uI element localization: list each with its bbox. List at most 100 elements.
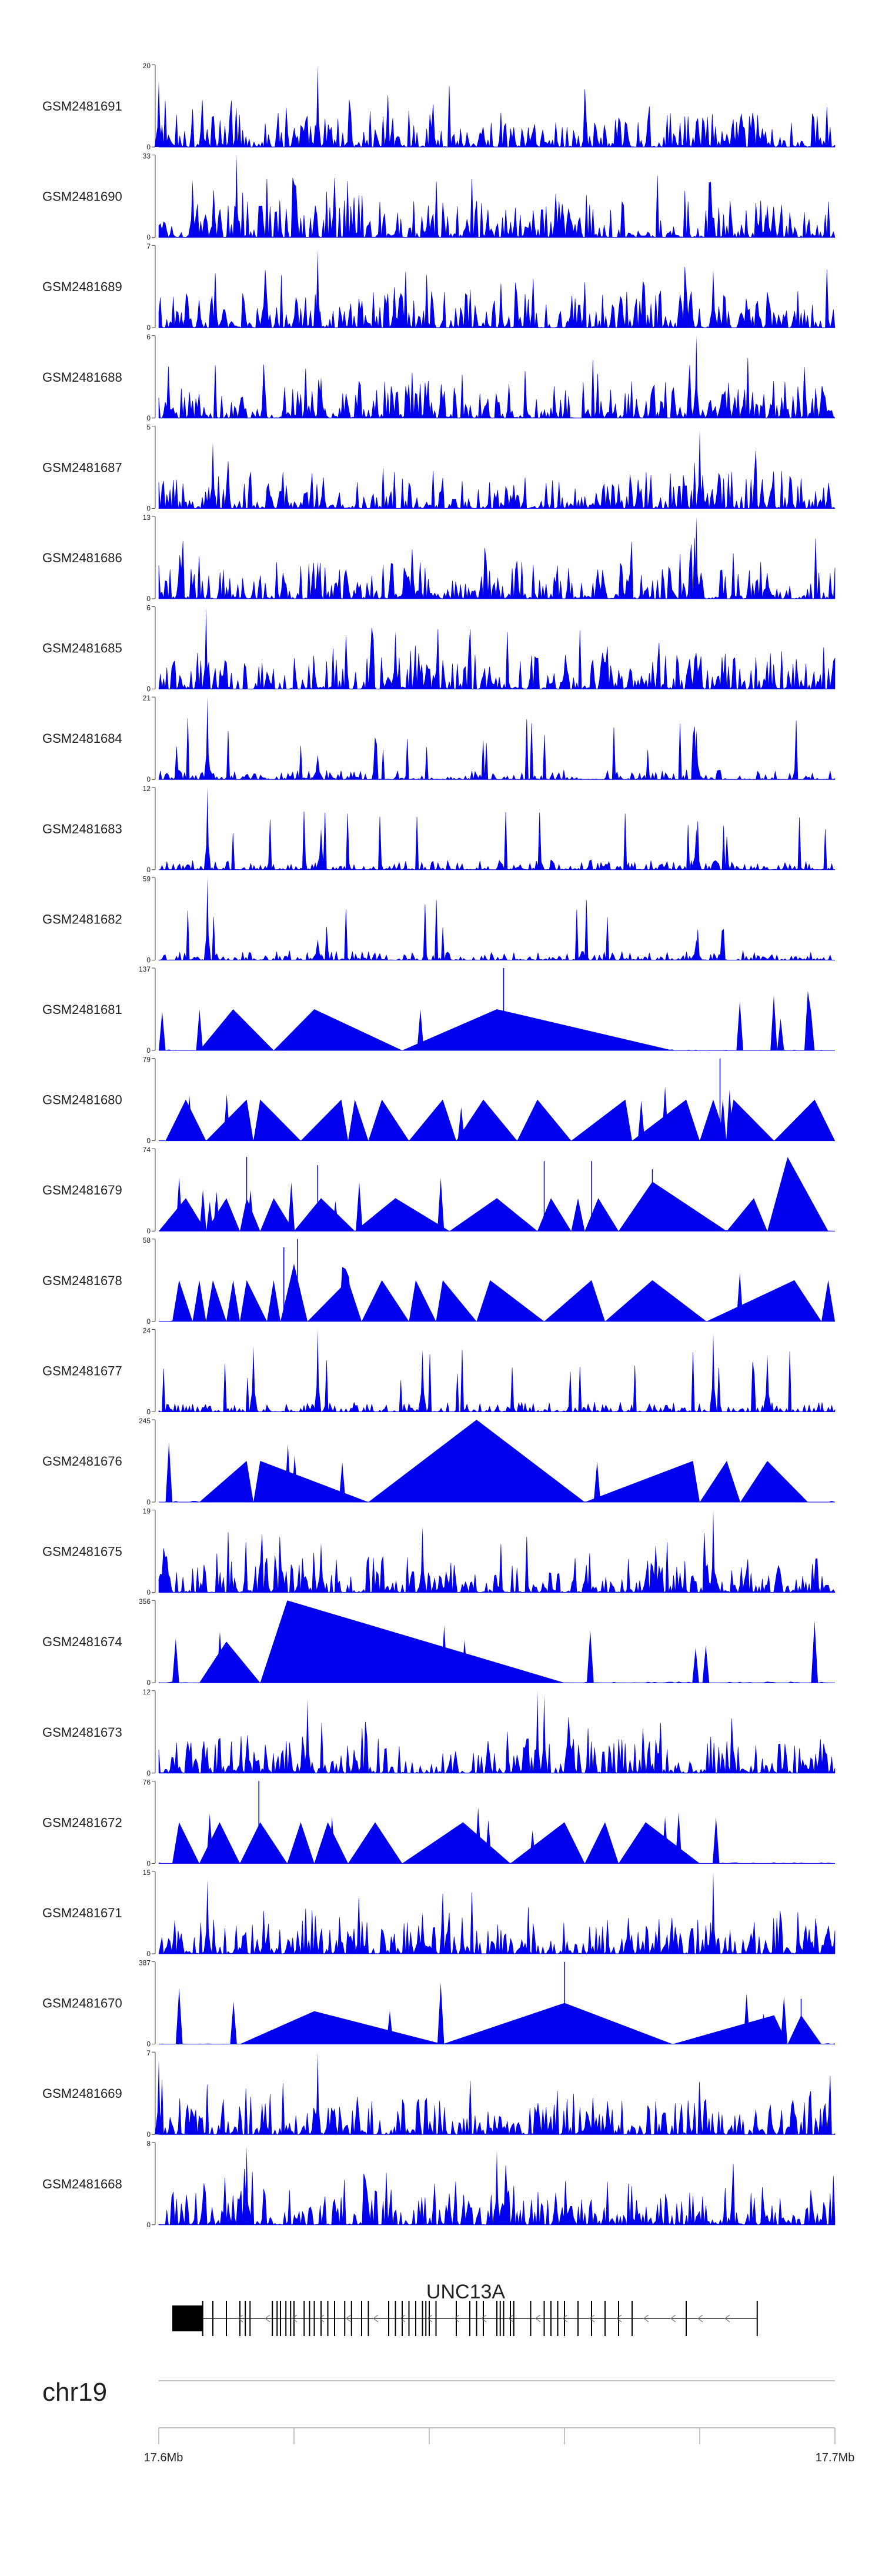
y-max-label: 74: [143, 1146, 151, 1154]
track-GSM2481668: GSM2481668 8 0: [42, 2140, 836, 2229]
strand-arrow-icon: [238, 2314, 243, 2323]
coverage-triangle: [287, 1822, 315, 1864]
gene-model: UNC13A: [172, 2281, 758, 2336]
y-max-label: 19: [143, 1507, 151, 1516]
y-max-label: 33: [143, 152, 151, 161]
track-GSM2481681: GSM2481681 137 0: [42, 965, 835, 1055]
strand-arrow-icon: [697, 2314, 703, 2323]
coverage-triangle: [673, 2015, 788, 2044]
coverage-peak: [540, 1694, 548, 1773]
y-min-label: 0: [146, 1227, 151, 1235]
coverage-peak: [203, 697, 211, 780]
y-max-label: 24: [143, 1326, 151, 1334]
y-min-label: 0: [146, 414, 151, 422]
y-min-label: 0: [146, 1769, 151, 1777]
coverage-peak: [710, 1510, 717, 1593]
coverage-peak: [312, 562, 323, 599]
coverage-triangle: [436, 1280, 477, 1322]
track-name-label: GSM2481670: [42, 1996, 122, 2011]
y-min-label: 0: [146, 595, 151, 603]
track-name-label: GSM2481671: [42, 1906, 122, 1920]
strand-arrow-icon: [292, 2314, 298, 2323]
coverage-triangle: [280, 1263, 308, 1322]
track-GSM2481669: GSM2481669 7 0: [42, 2049, 836, 2138]
y-min-label: 0: [146, 323, 151, 332]
coverage-peak: [534, 1690, 541, 1773]
strand-arrow-icon: [346, 2314, 352, 2323]
y-max-label: 387: [139, 1959, 151, 1967]
strand-arrow-icon: [319, 2314, 325, 2323]
coverage-triangle: [510, 1822, 585, 1864]
coverage-peak: [761, 204, 773, 238]
y-min-label: 0: [146, 1407, 151, 1416]
track-name-label: GSM2481680: [42, 1093, 122, 1107]
coverage-peak: [314, 65, 322, 147]
coverage-triangle: [240, 1822, 288, 1864]
coverage-peak: [417, 1913, 428, 1954]
track-GSM2481690: GSM2481690 33 0: [42, 152, 836, 242]
track-name-label: GSM2481684: [42, 731, 122, 746]
coverage-triangle: [456, 1099, 517, 1141]
coverage-triangle: [199, 1461, 253, 1502]
chromosome-label: chr19: [42, 2378, 107, 2407]
track-name-label: GSM2481681: [42, 1002, 122, 1017]
coverage-triangle: [706, 1280, 821, 1322]
coverage-area: [158, 2076, 836, 2135]
coverage-peak: [691, 730, 701, 780]
track-GSM2481682: GSM2481682 59 0: [42, 875, 835, 964]
track-GSM2481679: GSM2481679 74 0: [42, 1146, 835, 1235]
track-GSM2481677: GSM2481677 24 0: [42, 1326, 836, 1416]
coverage-triangle: [537, 1198, 572, 1232]
coverage-triangle: [787, 2015, 821, 2044]
coverage-peak: [188, 179, 198, 238]
strand-arrow-icon: [562, 2314, 568, 2323]
strand-arrow-icon: [670, 2314, 676, 2323]
y-min-label: 0: [146, 1046, 151, 1055]
track-GSM2481671: GSM2481671 15 0: [42, 1868, 836, 1958]
coverage-triangle: [632, 1099, 700, 1141]
coverage-area: [158, 1892, 836, 1955]
y-min-label: 0: [146, 1498, 151, 1506]
coverage-triangle: [199, 1822, 240, 1864]
coverage-triangle: [476, 1280, 544, 1322]
y-min-label: 0: [146, 233, 151, 242]
strand-arrow-icon: [454, 2314, 460, 2323]
coverage-peak: [314, 1329, 322, 1412]
axis-start-label: 17.6Mb: [144, 2451, 183, 2464]
y-max-label: 7: [146, 2049, 151, 2057]
y-max-label: 8: [146, 2140, 151, 2148]
strand-arrow-icon: [508, 2314, 514, 2323]
track-name-label: GSM2481669: [42, 2086, 122, 2101]
track-GSM2481691: GSM2481691 20 0: [42, 62, 836, 151]
coverage-triangle: [362, 1280, 409, 1322]
coverage-peak: [316, 828, 326, 870]
coverage-area: [159, 811, 836, 870]
coverage-triangle: [165, 1099, 206, 1141]
track-GSM2481670: GSM2481670 387 0: [42, 1959, 835, 2048]
coverage-tracks: GSM2481691200GSM2481690330GSM248168970GS…: [42, 62, 836, 2229]
coverage-triangle: [409, 1280, 436, 1322]
y-max-label: 76: [143, 1778, 151, 1786]
coverage-triangle: [226, 1280, 240, 1322]
track-name-label: GSM2481690: [42, 189, 122, 204]
coverage-triangle: [240, 1198, 260, 1232]
strand-arrow-icon: [265, 2314, 270, 2323]
y-min-label: 0: [146, 504, 151, 512]
y-max-label: 12: [143, 1688, 151, 1696]
coverage-triangle: [584, 1822, 619, 1864]
coverage-peak: [203, 877, 211, 960]
track-name-label: GSM2481691: [42, 99, 122, 114]
coverage-triangle: [619, 1182, 727, 1232]
strand-arrow-icon: [589, 2314, 595, 2323]
strand-arrow-icon: [481, 2314, 487, 2323]
coverage-triangle: [300, 1099, 348, 1141]
track-GSM2481674: GSM2481674 356 0: [42, 1597, 835, 1687]
coverage-triangle: [253, 1099, 301, 1141]
strand-arrow-icon: [535, 2314, 541, 2323]
coverage-triangle: [774, 1099, 835, 1141]
gene-name-label: UNC13A: [426, 2281, 505, 2303]
y-min-label: 0: [146, 2221, 151, 2229]
coverage-area: [158, 86, 836, 148]
track-GSM2481675: GSM2481675 19 0: [42, 1507, 836, 1597]
track-name-label: GSM2481677: [42, 1363, 122, 1378]
